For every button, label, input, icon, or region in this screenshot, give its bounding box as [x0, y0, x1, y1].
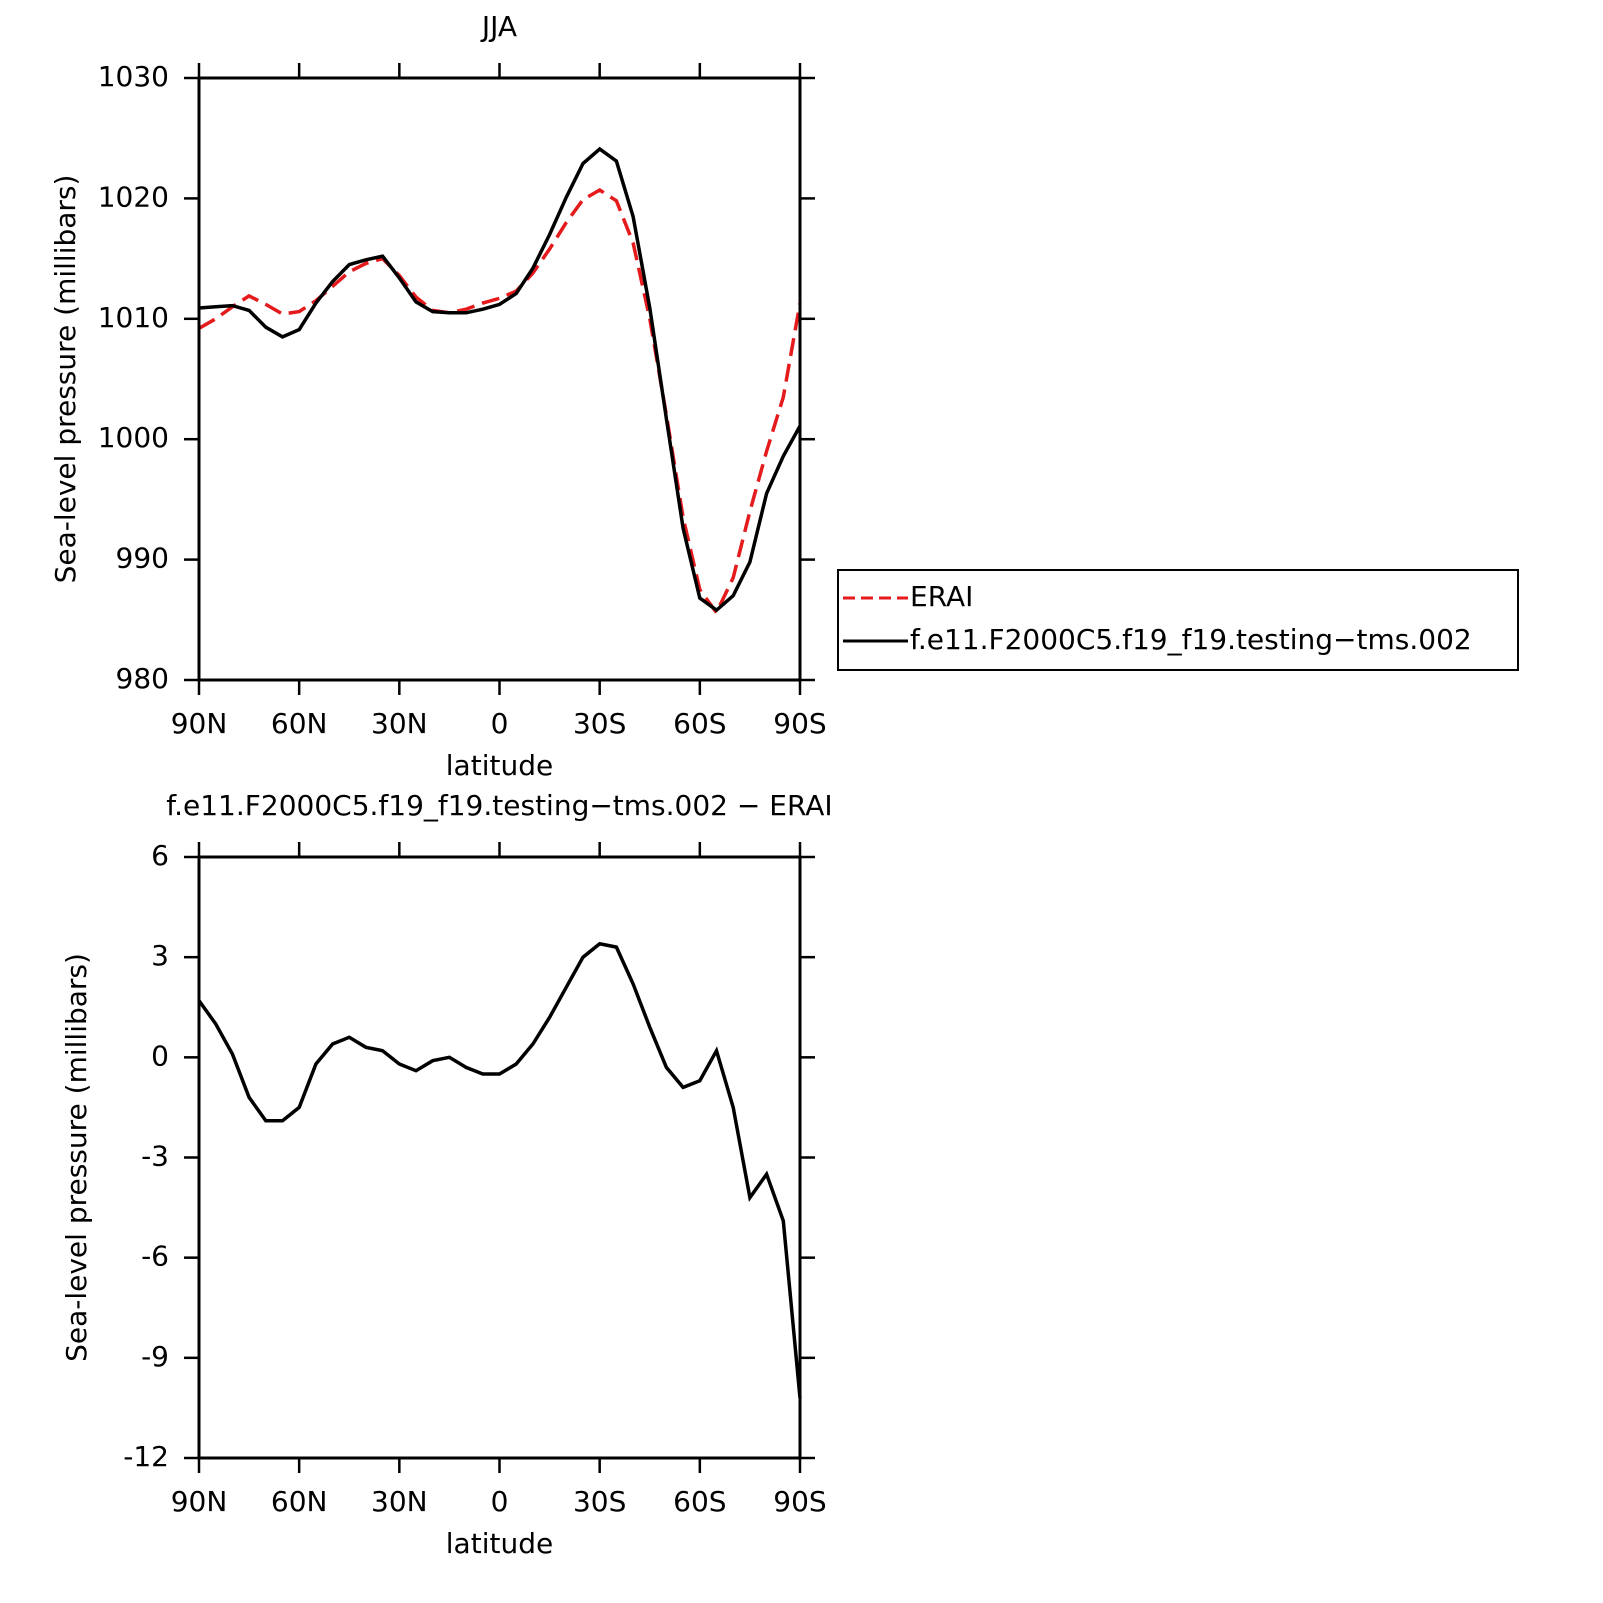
y-tick-label: -9	[141, 1340, 169, 1373]
chart-title: JJA	[480, 10, 517, 43]
y-tick-label: 1010	[98, 301, 169, 334]
data-line	[198, 187, 802, 616]
x-tick-label: 60N	[271, 1485, 328, 1518]
y-tick-label: 1000	[98, 421, 169, 454]
y-tick-label: -3	[141, 1140, 169, 1173]
x-tick-label: 90N	[171, 707, 228, 740]
y-tick-label: 6	[151, 839, 169, 872]
y-tick-label: -6	[141, 1240, 169, 1273]
chart-title: f.e11.F2000C5.f19_f19.testing−tms.002 − …	[166, 789, 832, 822]
x-tick-label: 0	[491, 1485, 509, 1518]
x-tick-label: 30S	[573, 707, 626, 740]
y-tick-label: 980	[116, 662, 169, 695]
legend-label: ERAI	[910, 580, 973, 613]
y-tick-label: -12	[123, 1440, 169, 1473]
y-axis-label: Sea-level pressure (millibars)	[60, 953, 93, 1362]
plot-frame	[197, 855, 802, 1460]
x-tick-label: 0	[491, 707, 509, 740]
y-tick-label: 3	[151, 939, 169, 972]
legend-label: f.e11.F2000C5.f19_f19.testing−tms.002	[910, 623, 1472, 656]
legend-box	[837, 569, 1519, 671]
data-line	[198, 146, 802, 613]
x-tick-label: 60N	[271, 707, 328, 740]
x-tick-label: 30S	[573, 1485, 626, 1518]
x-tick-label: 60S	[673, 707, 726, 740]
x-tick-label: 30N	[371, 707, 428, 740]
y-axis-label: Sea-level pressure (millibars)	[49, 175, 82, 584]
x-axis-label: latitude	[446, 749, 553, 782]
y-tick-label: 1030	[98, 60, 169, 93]
x-axis-label: latitude	[446, 1527, 553, 1560]
x-tick-label: 90S	[773, 1485, 826, 1518]
x-tick-label: 90S	[773, 707, 826, 740]
x-tick-label: 60S	[673, 1485, 726, 1518]
legend: ERAI f.e11.F2000C5.f19_f19.testing−tms.00…	[837, 569, 1519, 671]
y-tick-label: 1020	[98, 180, 169, 213]
x-tick-label: 30N	[371, 1485, 428, 1518]
x-tick-label: 90N	[171, 1485, 228, 1518]
y-tick-label: 0	[151, 1039, 169, 1072]
data-line	[197, 941, 802, 1399]
y-tick-label: 990	[116, 542, 169, 575]
plot-frame	[197, 76, 802, 682]
